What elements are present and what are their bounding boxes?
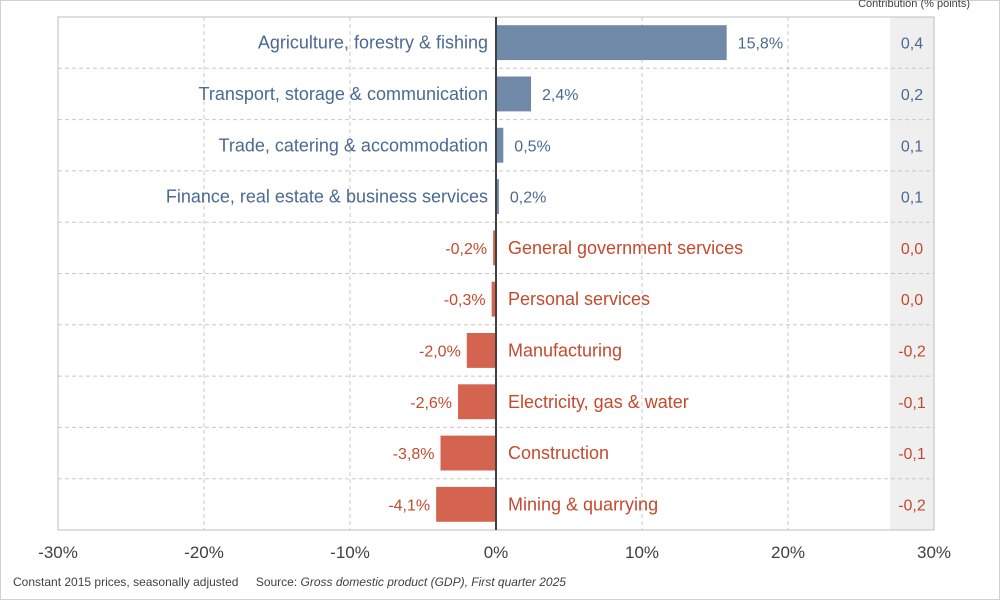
bar [496,25,727,61]
bar [491,281,496,317]
data-label: -3,8% [393,446,435,463]
x-tick-label: 10% [625,543,659,562]
contribution-value: 0,2 [901,87,923,104]
contribution-value: -0,1 [898,446,926,463]
contribution-value: 0,0 [901,241,923,258]
data-label: -4,1% [388,497,430,514]
category-label: Personal services [508,289,650,309]
category-label: Electricity, gas & water [508,392,689,412]
contribution-value: -0,2 [898,497,926,514]
contribution-header: Contribution (% points) [858,0,970,10]
data-label: 2,4% [542,87,578,104]
contribution-value: 0,0 [901,292,923,309]
footer: Constant 2015 prices, seasonally adjuste… [13,575,566,589]
bar [496,76,532,112]
footer-source: Source: Gross domestic product (GDP), Fi… [256,575,566,589]
x-tick-label: 30% [917,543,951,562]
category-label: Construction [508,443,609,463]
x-tick-label: -20% [184,543,224,562]
data-label: 0,2% [510,190,546,207]
data-label: 15,8% [738,36,783,53]
data-label: -0,3% [444,292,486,309]
contribution-value: 0,4 [901,36,923,53]
data-label: -0,2% [445,241,487,258]
category-label: General government services [508,238,743,258]
x-tick-label: 0% [484,543,509,562]
category-label: Mining & quarrying [508,494,658,514]
data-label: -2,6% [410,395,452,412]
footer-source-title: Gross domestic product (GDP), First quar… [300,575,566,589]
x-tick-label: 20% [771,543,805,562]
category-label: Agriculture, forestry & fishing [258,33,488,53]
bar [496,179,499,214]
category-label: Manufacturing [508,340,622,360]
data-label: 0,5% [514,138,550,155]
bar [496,127,504,163]
bar [493,230,496,266]
x-tick-label: -30% [38,543,78,562]
data-label: -2,0% [419,343,461,360]
x-tick-label: -10% [330,543,370,562]
footer-source-label: Source: [255,575,301,589]
contribution-value: -0,1 [898,395,926,412]
category-label: Finance, real estate & business services [166,187,488,207]
bar [466,333,496,368]
contribution-value: 0,1 [901,190,923,207]
bar [436,486,496,522]
contribution-value: -0,2 [898,343,926,360]
contribution-value: 0,1 [901,138,923,155]
bar [458,384,496,420]
category-label: Trade, catering & accommodation [219,135,488,155]
bar [440,435,496,471]
category-label: Transport, storage & communication [199,84,488,104]
footer-note: Constant 2015 prices, seasonally adjuste… [13,575,239,589]
